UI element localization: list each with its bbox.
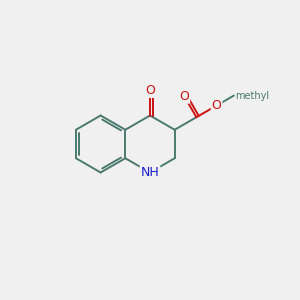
Text: O: O	[145, 84, 155, 97]
Text: NH: NH	[141, 166, 159, 179]
Text: O: O	[212, 99, 222, 112]
Text: O: O	[179, 90, 189, 103]
Text: methyl: methyl	[235, 91, 269, 100]
